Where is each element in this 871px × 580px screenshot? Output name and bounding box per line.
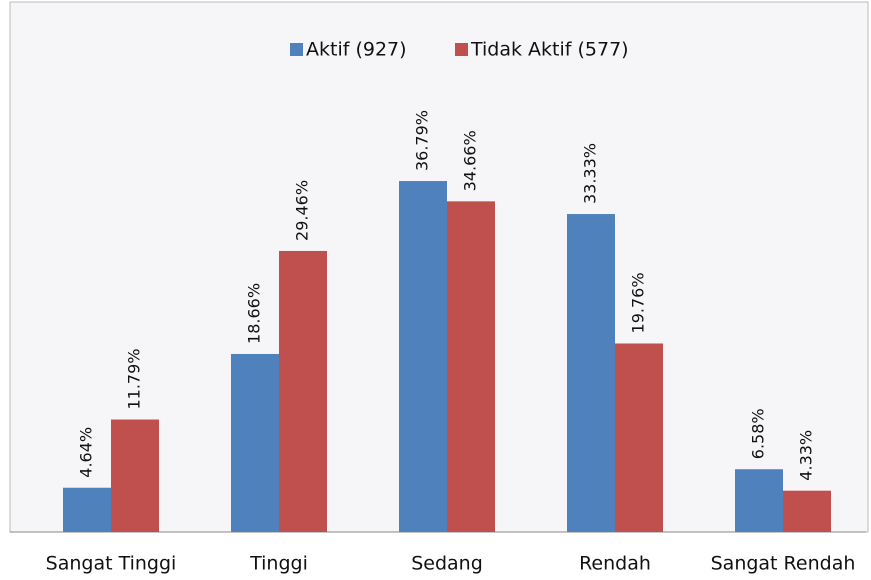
legend-label: Tidak Aktif (577) <box>470 39 629 61</box>
legend-swatch <box>455 43 468 56</box>
legend-swatch <box>290 43 303 56</box>
chart: Sangat Tinggi 4.64% 11.79% Tinggi 18.66% 29.4… <box>0 0 871 580</box>
value-label: 34.66% <box>461 130 480 191</box>
bar <box>63 488 111 532</box>
value-label: 29.46% <box>293 180 312 241</box>
bar <box>231 354 279 532</box>
value-label: 4.64% <box>77 427 96 478</box>
value-label: 33.33% <box>581 143 600 204</box>
x-tick-label: Rendah <box>579 553 651 575</box>
value-label: 4.33% <box>797 430 816 481</box>
x-tick-label: Sedang <box>411 553 483 575</box>
legend-label: Aktif (927) <box>306 39 407 61</box>
bar <box>783 491 831 532</box>
bar <box>447 201 495 532</box>
value-label: 19.76% <box>629 272 648 333</box>
value-label: 36.79% <box>413 110 432 171</box>
x-tick-label: Sangat Rendah <box>711 553 856 575</box>
bar <box>567 214 615 532</box>
x-tick-label: Tinggi <box>249 553 308 575</box>
bar <box>111 420 159 532</box>
value-label: 18.66% <box>245 283 264 344</box>
bar <box>279 251 327 532</box>
value-label: 11.79% <box>125 349 144 410</box>
bar <box>735 469 783 532</box>
x-tick-label: Sangat Tinggi <box>46 553 177 575</box>
bar <box>399 181 447 532</box>
value-label: 6.58% <box>749 408 768 459</box>
bar <box>615 343 663 532</box>
